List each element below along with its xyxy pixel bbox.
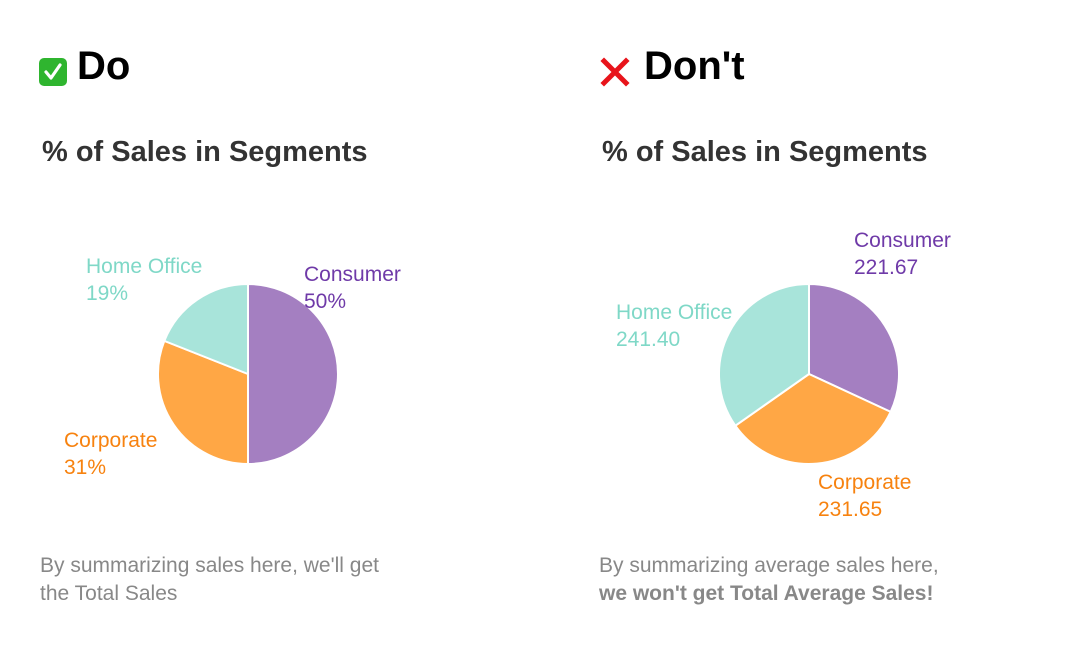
- label-consumer: Consumer 50%: [304, 263, 401, 313]
- do-note: By summarizing sales here, we'll get the…: [40, 554, 379, 605]
- label-corporate: Corporate 31%: [64, 429, 158, 479]
- pie-chart-sum: [157, 282, 339, 466]
- pie-slice-home-office: [163, 282, 249, 376]
- pie-slice-consumer: [808, 282, 900, 414]
- pie-slice-home-office: [718, 282, 810, 428]
- pie-chart-average: [718, 282, 900, 465]
- chart-title: % of Sales in Segments: [602, 136, 928, 168]
- dont-heading: Don't: [644, 44, 745, 88]
- do-panel: Do % of Sales in Segments Home Office 19…: [39, 44, 401, 605]
- chart-title: % of Sales in Segments: [42, 136, 368, 168]
- check-mark-icon: [39, 58, 67, 86]
- pie-slice-consumer: [247, 282, 339, 466]
- label-home-office: Home Office 19%: [86, 255, 203, 305]
- dont-note: By summarizing average sales here, we wo…: [599, 554, 939, 605]
- dont-panel: Don't % of Sales in Segments Consumer 22…: [540, 0, 1080, 666]
- label-consumer: Consumer 221.67: [854, 229, 951, 279]
- do-heading: Do: [77, 44, 131, 88]
- pie-slice-corporate: [157, 339, 249, 466]
- cross-mark-icon: [600, 57, 630, 87]
- label-corporate: Corporate 231.65: [818, 471, 912, 521]
- label-home-office: Home Office 241.40: [616, 301, 733, 351]
- pie-slice-corporate: [733, 372, 892, 465]
